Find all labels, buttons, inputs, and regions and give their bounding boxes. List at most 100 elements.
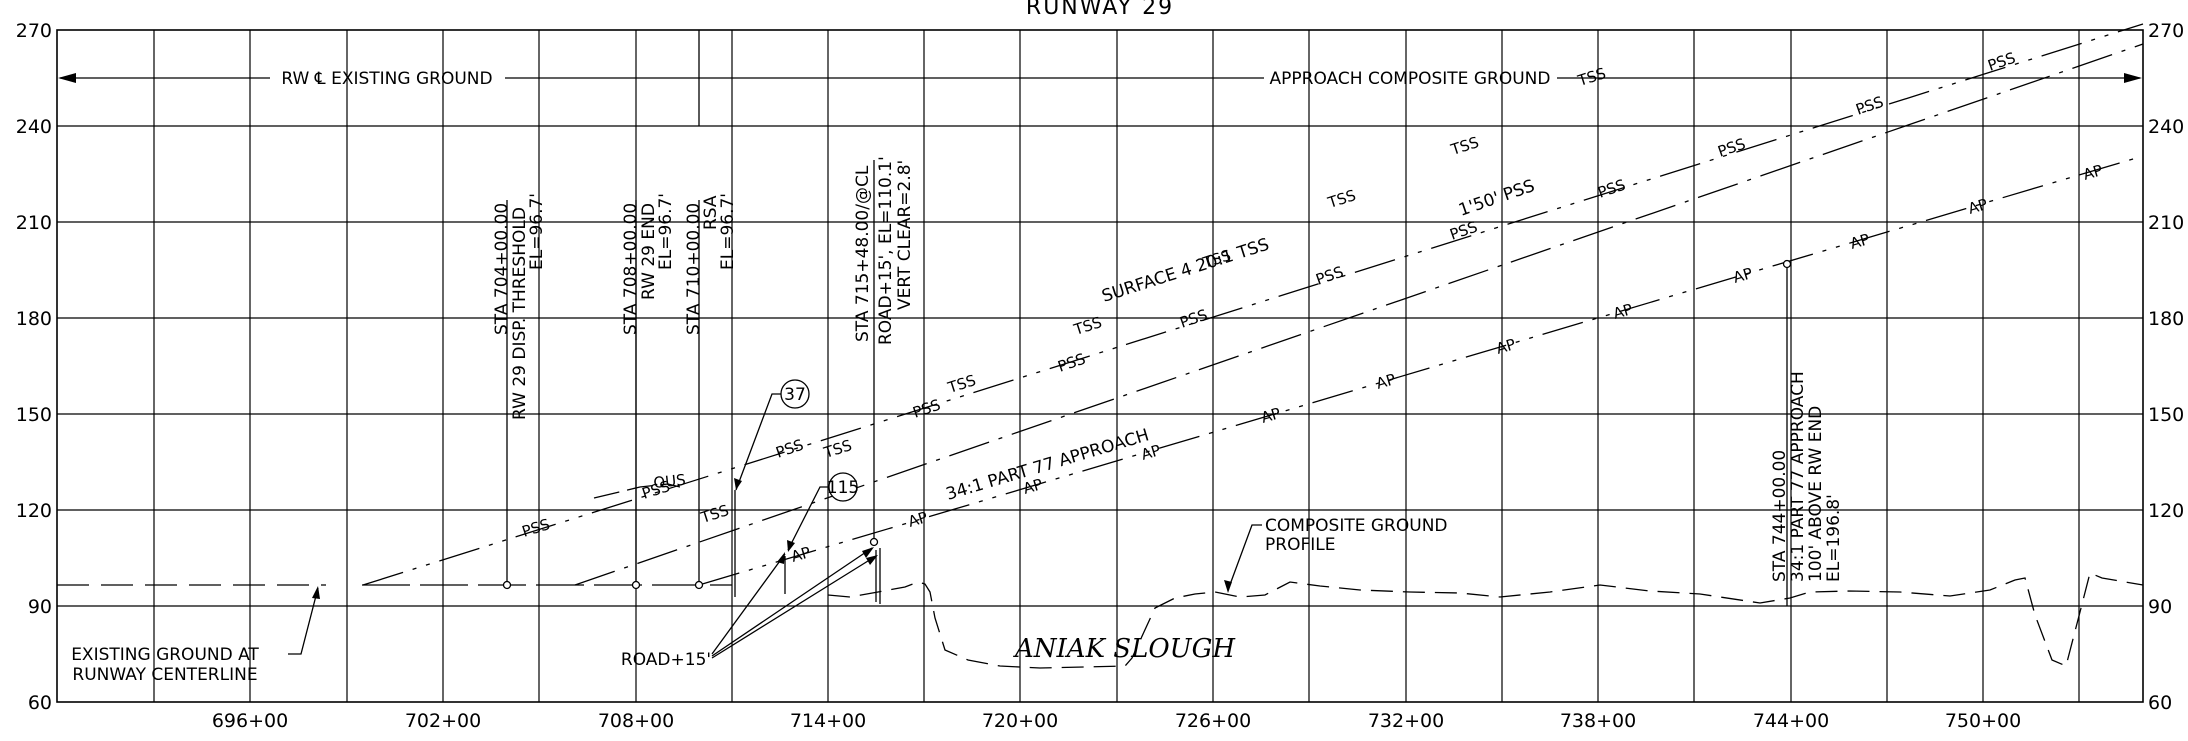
header-rw-existing: RW ℄ EXISTING GROUND bbox=[281, 69, 492, 89]
surface-label-ap-12: AP bbox=[2081, 161, 2105, 184]
sta-744-line4: EL=196.8' bbox=[1824, 494, 1844, 582]
surface-label-pss-6: PSS bbox=[1177, 306, 1209, 332]
y-tick-right-270: 270 bbox=[2148, 20, 2184, 42]
surface-label-ap-11: AP bbox=[1966, 195, 1990, 218]
surface-label-pss-5: PSS bbox=[1055, 350, 1087, 376]
existing-ground-label-2: RUNWAY CENTERLINE bbox=[72, 665, 257, 685]
y-tick-left-270: 270 bbox=[16, 20, 52, 42]
station-labels: STA 704+00.00 RW 29 DISP. THRESHOLD EL=9… bbox=[492, 156, 1844, 582]
x-tick-732: 732+00 bbox=[1368, 710, 1444, 732]
y-tick-left-60: 60 bbox=[28, 692, 52, 714]
arrow-right-icon bbox=[2124, 73, 2142, 83]
surface-label-ap-9: AP bbox=[1731, 264, 1755, 287]
y-tick-right-240: 240 bbox=[2148, 116, 2184, 138]
x-tick-750: 750+00 bbox=[1945, 710, 2021, 732]
x-axis: 696+00 702+00 708+00 714+00 720+00 726+0… bbox=[212, 710, 2021, 732]
callout-115-arrow-icon bbox=[787, 540, 795, 552]
callout-37-leader bbox=[735, 393, 781, 491]
x-tick-726: 726+00 bbox=[1175, 710, 1251, 732]
y-tick-right-150: 150 bbox=[2148, 404, 2184, 426]
surface-label-ap-1: AP bbox=[789, 543, 813, 566]
station-markers bbox=[502, 160, 1792, 606]
surface-4-tss-label: SURFACE 4 20:1 TSS bbox=[1099, 235, 1271, 307]
y-tick-right-120: 120 bbox=[2148, 500, 2184, 522]
y-tick-right-210: 210 bbox=[2148, 212, 2184, 234]
surface-label-ap-3: AP bbox=[1021, 475, 1045, 498]
vertical-gridlines bbox=[153, 30, 2080, 702]
y-tick-right-90: 90 bbox=[2148, 596, 2172, 618]
surface-label-ap-4: AP bbox=[1139, 441, 1163, 464]
horizontal-gridlines bbox=[57, 125, 2143, 607]
sta-744-line2: 34:1 PART 77 APPROACH bbox=[1788, 371, 1808, 582]
composite-ground-profile bbox=[827, 572, 2144, 669]
pss-surface-line bbox=[574, 43, 2144, 586]
composite-ground-label-1: COMPOSITE GROUND bbox=[1265, 516, 1448, 536]
tss-surface-line bbox=[362, 23, 2144, 586]
y-tick-left-120: 120 bbox=[16, 500, 52, 522]
surface-label-ap-7: AP bbox=[1494, 335, 1518, 358]
surface-label-tss-3: TSS bbox=[945, 371, 978, 397]
y-tick-left-150: 150 bbox=[16, 404, 52, 426]
road-callout: ROAD+15' bbox=[621, 547, 878, 670]
surface-label-ap-6: AP bbox=[1374, 370, 1398, 393]
callout-37-text: 37 bbox=[784, 385, 806, 405]
x-tick-708: 708+00 bbox=[598, 710, 674, 732]
callout-115-text: 115 bbox=[827, 478, 859, 498]
x-tick-744: 744+00 bbox=[1753, 710, 1829, 732]
composite-ground-arrow-icon bbox=[1224, 580, 1232, 593]
surface-label-tss-2: TSS bbox=[821, 436, 854, 462]
existing-ground-leader bbox=[288, 587, 319, 655]
surface-label-pss-7: PSS bbox=[1313, 263, 1345, 289]
surface-label-pss-11: PSS bbox=[1853, 93, 1885, 119]
y-tick-right-180: 180 bbox=[2148, 308, 2184, 330]
x-tick-738: 738+00 bbox=[1560, 710, 1636, 732]
sta-708-line2: RW 29 END bbox=[639, 203, 659, 300]
pss-1-50-label: 1'50' PSS bbox=[1456, 176, 1537, 221]
existing-ground-callout: EXISTING GROUND AT RUNWAY CENTERLINE bbox=[71, 586, 320, 685]
callout-37: 37 bbox=[734, 379, 810, 491]
station-704-point bbox=[502, 580, 512, 590]
surface-label-pss-1: PSS bbox=[520, 515, 552, 541]
composite-ground-label-2: PROFILE bbox=[1265, 535, 1335, 555]
arrow-left-icon bbox=[58, 73, 76, 83]
surface-label-tss-1: TSS bbox=[698, 501, 731, 527]
y-tick-right-60: 60 bbox=[2148, 692, 2172, 714]
sta-708-line3: EL=96.7' bbox=[656, 193, 676, 270]
road-arrow-2-icon bbox=[862, 547, 874, 558]
y-axis-right: 270 240 210 180 150 120 90 60 bbox=[2148, 20, 2184, 714]
callout-115-leader bbox=[787, 486, 829, 551]
y-tick-left-240: 240 bbox=[16, 116, 52, 138]
surface-label-ap-8: AP bbox=[1611, 300, 1635, 323]
obstructions bbox=[734, 490, 881, 604]
ap-34-1-label: 34:1 PART 77 APPROACH bbox=[944, 425, 1152, 504]
road-leader-3 bbox=[711, 555, 877, 659]
surface-label-ous: OUS bbox=[653, 471, 687, 492]
road-leader-2 bbox=[711, 547, 873, 657]
surface-label-pss-10: PSS bbox=[1715, 135, 1747, 161]
ap-surface-line bbox=[698, 155, 2144, 586]
header-dimension-line: RW ℄ EXISTING GROUND APPROACH COMPOSITE … bbox=[58, 30, 2142, 126]
station-710-point bbox=[694, 580, 704, 590]
ous-surface-line bbox=[593, 483, 681, 499]
road-label: ROAD+15' bbox=[621, 650, 711, 670]
drawing-title: RUNWAY 29 bbox=[1026, 0, 1174, 20]
x-tick-696: 696+00 bbox=[212, 710, 288, 732]
composite-ground-leader bbox=[1227, 524, 1262, 591]
sta-715-line1: STA 715+48.00/@CL bbox=[853, 165, 873, 342]
y-axis-left: 270 240 210 180 150 120 90 60 bbox=[16, 20, 52, 714]
y-tick-left-180: 180 bbox=[16, 308, 52, 330]
surface-label-pss-12: PSS bbox=[1985, 49, 2017, 75]
plot-frame bbox=[56, 29, 2144, 703]
sta-744-line3: 100' ABOVE RW END bbox=[1806, 406, 1826, 582]
sta-704-line2: RW 29 DISP. THRESHOLD bbox=[510, 207, 530, 420]
x-tick-714: 714+00 bbox=[790, 710, 866, 732]
y-tick-left-90: 90 bbox=[28, 596, 52, 618]
sta-708-line1: STA 708+00.00 bbox=[621, 203, 641, 335]
surface-label-tss-4: TSS bbox=[1071, 313, 1104, 339]
surface-label-ap-10: AP bbox=[1848, 230, 1872, 253]
surface-label-ap-2: AP bbox=[906, 508, 930, 531]
sta-715-line2: ROAD+15', EL=110.1' bbox=[876, 156, 896, 345]
surface-label-ap-5: AP bbox=[1259, 404, 1283, 427]
road-arrow-3-icon bbox=[866, 555, 878, 565]
